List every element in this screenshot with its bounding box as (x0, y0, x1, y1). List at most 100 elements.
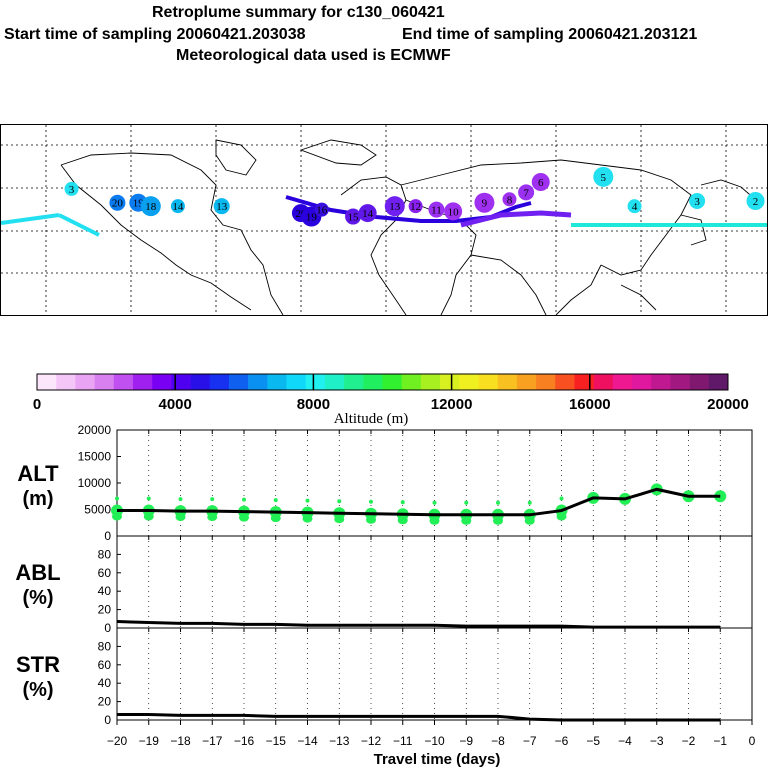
alt-point-low-4 (239, 513, 249, 522)
colorbar-swatch-1 (56, 374, 76, 390)
xtick-label-11: −9 (459, 734, 473, 748)
alt-point-high-9 (400, 500, 405, 505)
map-marker-10 (358, 204, 377, 223)
map-marker-label-22: 2 (753, 196, 759, 208)
map-marker-12 (408, 199, 423, 214)
colorbar-swatch-8 (190, 374, 211, 390)
map-marker-label-3: 18 (145, 201, 157, 213)
colorbar-swatch-12 (267, 374, 287, 390)
map-marker-label-0: 3 (69, 184, 75, 196)
alt-point-low-12 (493, 516, 503, 525)
colorbar-frame (36, 373, 729, 391)
ytick-label-alt-3: 15000 (78, 450, 112, 464)
map-marker-13 (428, 201, 445, 218)
xtick-label-9: −11 (393, 734, 413, 748)
map-marker-label-19: 5 (601, 172, 607, 184)
map-marker-3 (140, 196, 161, 217)
alt-point-high-14 (559, 496, 564, 501)
map-marker-1 (109, 194, 126, 211)
colorbar-swatch-30 (612, 374, 633, 390)
colorbar-swatch-34 (689, 374, 710, 390)
colorbar-swatch-21 (440, 374, 460, 390)
colorbar-swatch-4 (113, 374, 134, 390)
time-series-plots: 05000100001500020000ALT(m)020406080ABL(%… (15, 423, 756, 768)
colorbar-tick-5: 20000 (707, 396, 749, 413)
map-marker-label-12: 12 (410, 201, 421, 213)
xtick-label-2: −18 (170, 734, 191, 748)
ylabel-str-line1: STR (16, 652, 60, 677)
colorbar-swatch-16 (344, 374, 364, 390)
colorbar-swatch-26 (536, 374, 556, 390)
colorbar-swatch-2 (75, 374, 95, 390)
xtick-label-15: −5 (586, 734, 600, 748)
xtick-label-8: −12 (361, 734, 382, 748)
colorbar-swatch-17 (363, 374, 383, 390)
alt-point-high-7 (337, 499, 342, 504)
xtick-label-20: 0 (749, 734, 756, 748)
ytick-label-alt-2: 10000 (78, 476, 112, 490)
map-marker-label-18: 6 (538, 177, 544, 189)
map-marker-21 (689, 193, 706, 209)
colorbar-swatch-18 (382, 374, 402, 390)
map-marker-label-11: 13 (389, 201, 401, 213)
colorbar-tick-1: 4000 (159, 396, 192, 413)
map-marker-label-13: 11 (431, 205, 442, 217)
colorbar-swatch-14 (305, 374, 326, 390)
map-marker-20 (627, 199, 642, 214)
trajectory-middle-line (460, 210, 572, 228)
map-marker-9 (345, 208, 362, 225)
map-marker-label-21: 3 (694, 196, 700, 208)
colorbar-swatch-10 (228, 374, 249, 390)
colorbar-swatch-11 (248, 374, 268, 390)
map-marker-4 (170, 199, 185, 214)
colorbar-tick-2: 8000 (297, 396, 330, 413)
ytick-label-str-1: 20 (98, 695, 112, 709)
map-marker-15 (474, 192, 495, 213)
map-marker-0 (64, 181, 79, 196)
colorbar-ticks: 0 4000 8000 12000 16000 20000 (33, 374, 749, 413)
alt-point-low-3 (207, 513, 218, 522)
ytick-label-abl-2: 40 (98, 584, 112, 598)
ytick-label-str-0: 0 (104, 713, 111, 727)
xtick-label-14: −6 (555, 734, 569, 748)
colorbar-swatch-6 (152, 374, 172, 390)
alt-point-high-6 (305, 498, 310, 503)
alt-point-high-2 (178, 497, 183, 502)
map-marker-label-10: 14 (362, 208, 374, 220)
ytick-label-str-4: 80 (98, 639, 112, 653)
map-marker-label-16: 8 (507, 194, 513, 206)
colorbar-swatch-31 (632, 374, 652, 390)
alt-point-high-8 (369, 499, 373, 504)
map-marker-label-6: 20 (295, 208, 307, 220)
xtick-label-0: −20 (107, 734, 128, 748)
xtick-label-6: −14 (297, 734, 318, 748)
ylabel-abl-line1: ABL (15, 560, 60, 585)
ytick-label-abl-0: 0 (104, 621, 111, 635)
trajectory-upper-line (285, 195, 532, 223)
ytick-label-str-2: 40 (98, 676, 112, 690)
map-graticule (1, 125, 767, 315)
alt-point-high-4 (242, 497, 246, 502)
alt-point-low-6 (302, 514, 313, 523)
xtick-label-17: −3 (650, 734, 664, 748)
colorbar-swatch-19 (401, 374, 422, 390)
map-marker-label-4: 14 (172, 201, 184, 213)
alt-point-low-11 (461, 516, 472, 525)
ylabel-alt-line1: ALT (17, 461, 59, 486)
colorbar-label: Altitude (m) (334, 411, 409, 427)
colorbar-tick-4: 16000 (569, 396, 611, 413)
map-panel: 3 20 19 18 14 13 20 19 16 15 14 13 12 11 10 9 8 7 6 5 4 3 2 (0, 124, 768, 316)
ytick-label-alt-1: 5000 (84, 503, 111, 517)
alt-point-low-13 (524, 516, 535, 525)
map-marker-11 (384, 196, 405, 217)
colorbar-tick-3: 12000 (431, 396, 473, 413)
map-marker-label-2: 19 (133, 198, 145, 210)
colorbar-swatch-24 (497, 374, 518, 390)
trajectory-lines (1, 195, 767, 237)
alt-point-high-0 (115, 496, 119, 501)
colorbar-swatch-28 (574, 374, 594, 390)
colorbar-swatch-32 (651, 374, 671, 390)
map-marker-label-15: 9 (482, 198, 488, 210)
map-marker-14 (444, 202, 463, 221)
